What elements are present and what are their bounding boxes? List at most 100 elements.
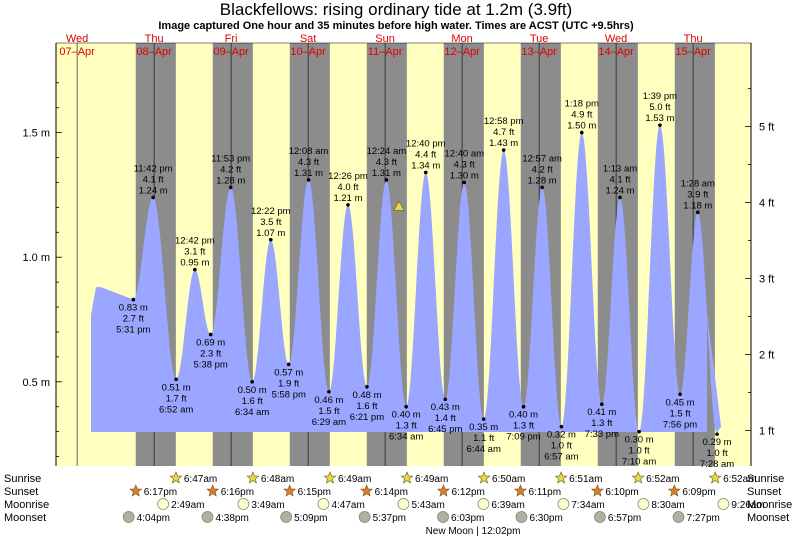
tide-time-label: 12:40 pm [406,138,446,149]
tide-ft-label: 4.2 ft [532,164,553,175]
tide-point [481,417,486,421]
sunset-time: 6:09pm [682,487,715,498]
tide-point [540,185,544,190]
tide-time-label: 6:34 am [389,432,423,443]
tide-m-label: 1.30 m [450,170,479,181]
tide-ft-label: 1.6 ft [356,401,377,412]
tide-time-label: 6:34 am [235,407,269,418]
tide-time-label: 7:33 pm [585,429,619,440]
sunset-icon [513,484,527,497]
tide-time-label: 12:26 pm [328,171,368,182]
day-date: 07–Apr [59,46,95,58]
sunset-row-label-right: Sunset [747,486,781,498]
sunset-time: 6:17pm [144,487,177,498]
tide-time-label: 1:18 pm [565,99,599,110]
tide-ft-label: 4.7 ft [493,127,514,138]
tide-time-label: 12:08 am [289,146,329,157]
tide-area-group [91,125,722,432]
tide-time-label: 1:13 am [603,163,637,174]
tide-m-label: 0.40 m [392,410,421,421]
tide-ft-label: 4.0 ft [337,182,358,193]
moonrise-time: 4:47am [331,500,364,511]
day-date: 09–Apr [213,46,249,58]
tide-point [250,380,254,384]
tide-ft-label: 1.1 ft [473,433,494,444]
tide-ft-label: 1.0 ft [551,441,572,452]
sunrise-icon [554,471,568,484]
tide-time-label: 12:22 pm [251,206,291,217]
tide-ft-label: 4.1 ft [609,174,630,185]
tide-point [306,178,311,182]
moonset-time: 6:30pm [529,513,562,524]
tide-ft-label: 2.7 ft [123,314,144,325]
tide-point [501,148,506,152]
tide-time-label: 6:21 pm [350,412,384,423]
sunrise-icon [708,471,722,484]
tide-point [131,297,136,302]
tide-m-label: 0.83 m [119,303,148,314]
tide-time-label: 7:10 am [622,457,656,468]
tide-ft-label: 1.3 ft [396,421,417,432]
tide-ft-label: 1.3 ft [513,421,534,432]
tide-point [193,267,197,272]
tide-m-label: 0.57 m [274,367,303,378]
tide-m-label: 0.29 m [703,437,732,448]
day-name: Wed [605,33,627,45]
day-date: 13–Apr [521,46,557,58]
tide-ft-label: 2.3 ft [200,348,221,359]
tide-time-label: 12:58 pm [484,116,524,127]
tide-point [637,429,641,434]
tide-m-label: 0.95 m [180,258,209,269]
tide-point [658,123,662,127]
tide-ft-label: 4.3 ft [376,157,397,168]
tide-m-label: 0.46 m [314,395,343,406]
moonset-time: 5:37pm [373,513,406,524]
sunrise-row-label: Sunrise [4,473,41,485]
moonrise-icon [157,498,169,510]
tide-time-label: 6:57 am [544,452,578,463]
tide-time-label: 7:09 pm [506,432,540,443]
sunrise-icon [169,471,183,484]
tide-m-label: 1.50 m [567,121,596,132]
tide-time-label: 1:39 pm [643,91,677,102]
moonrise-icon [637,498,650,510]
tide-point [618,195,622,200]
day-headers: Wed07–AprThu08–AprFri09–AprSat10–AprSun1… [59,33,711,58]
tide-ft-label: 1.5 ft [669,408,690,419]
tide-point [678,392,682,397]
sunrise-time: 6:52am [723,474,756,485]
moonrise-time: 5:43am [411,500,444,511]
moonrise-icon [397,498,410,510]
day-date: 12–Apr [444,46,480,58]
tide-m-label: 0.69 m [196,337,225,348]
tide-ft-label: 3.5 ft [260,217,281,228]
moonset-icon [515,511,528,523]
sunset-icon [667,484,681,497]
moonset-icon [280,511,292,523]
moonset-time: 5:09pm [294,513,327,524]
tide-m-label: 1.43 m [489,138,518,149]
tide-point [521,404,526,409]
moonrise-time: 3:49am [251,500,284,511]
moonrise-time: 7:34am [571,500,604,511]
tide-ft-label: 4.3 ft [454,159,475,170]
tide-time-label: 7:56 pm [663,419,697,430]
chart-title: Blackfellows: rising ordinary tide at 1.… [220,0,572,19]
right-tick-label: 1 ft [759,425,774,437]
sunset-time: 6:11pm [528,487,561,498]
moonrise-row-label: Moonrise [4,499,49,511]
tide-time-label: 6:45 pm [428,424,462,435]
left-tick-label: 0.5 m [22,377,50,389]
sunrise-row-label-right: Sunrise [747,473,784,485]
tide-point [715,432,719,436]
tide-point [268,237,273,242]
tide-time-label: 6:44 am [467,444,501,455]
tide-time-label: 1:28 am [681,178,715,189]
tide-point [174,377,178,382]
tide-time-label: 12:24 am [367,146,407,157]
moonset-time: 7:27pm [687,513,720,524]
tide-ft-label: 4.2 ft [220,164,241,175]
tide-point [346,203,350,207]
